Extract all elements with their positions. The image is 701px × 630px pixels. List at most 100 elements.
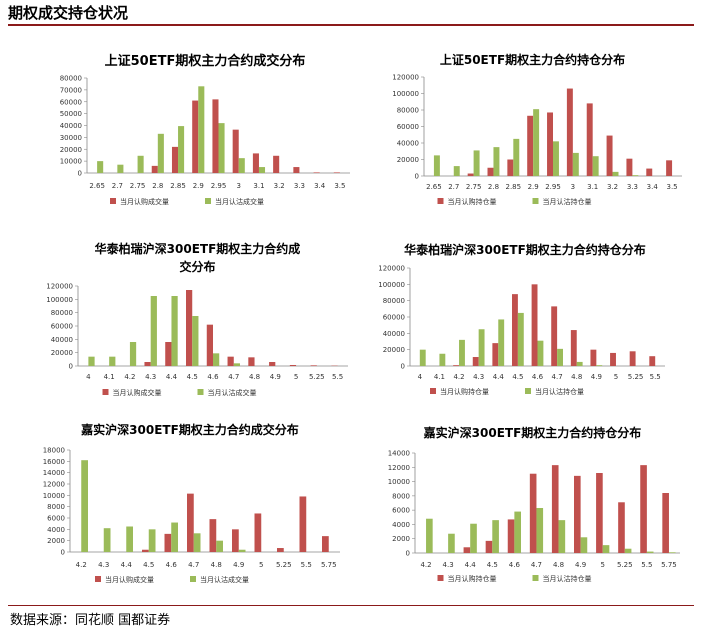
legend-swatch-put	[525, 388, 531, 394]
call-bar	[551, 306, 558, 366]
call-bar	[277, 548, 284, 552]
chart-title: 嘉实沪深300ETF期权主力合约成交分布	[80, 422, 299, 437]
call-bar	[606, 135, 613, 176]
x-tick-label: 5	[600, 561, 604, 569]
x-tick-label: 3	[571, 183, 575, 191]
call-bar	[453, 365, 460, 366]
x-tick-label: 2.65	[426, 183, 442, 191]
y-tick-label: 40000	[60, 122, 82, 130]
put-bar	[492, 520, 499, 553]
y-tick-label: 0	[78, 170, 82, 178]
put-bar	[470, 523, 477, 553]
put-bar	[218, 123, 225, 173]
put-bar	[453, 166, 460, 176]
x-tick-label: 5.5	[650, 373, 661, 381]
chart-harvest300-volume: 嘉实沪深300ETF期权主力合约成交分布 0 2000 4000 6000 8000 100…	[43, 422, 340, 584]
call-bar	[289, 365, 297, 366]
call-bar	[164, 533, 172, 552]
y-tick-label: 0	[69, 363, 73, 371]
x-tick-label: 4.5	[187, 373, 198, 381]
put-bar	[88, 356, 95, 366]
chart-title: 华泰柏瑞沪深300ETF期权主力合约成	[95, 241, 301, 256]
data-source-note: 数据来源：同花顺 国都证券	[10, 613, 171, 628]
chart-sse50-open-interest: 上证50ETF期权主力合约持仓分布 0 20000 40000 60000 80000 10…	[392, 52, 682, 206]
call-bar	[610, 352, 616, 366]
legend-label-put: 当月认沽持仓量	[543, 197, 592, 206]
call-bar	[463, 547, 471, 553]
x-tick-label: 2.95	[545, 183, 561, 191]
x-tick-label: 4.1	[434, 373, 445, 381]
y-tick-label: 120000	[378, 265, 405, 273]
x-tick-label: 4.7	[188, 561, 199, 569]
y-tick-label: 80000	[60, 75, 82, 83]
x-tick-label: 4.2	[453, 373, 464, 381]
y-tick-label: 60000	[51, 323, 73, 331]
put-bar	[572, 152, 579, 176]
call-bar	[596, 473, 603, 553]
x-tick-label: 4.3	[443, 561, 454, 569]
x-tick-label: 4.1	[104, 373, 115, 381]
x-tick-label: 3.2	[607, 183, 618, 191]
x-tick-label: 5.75	[661, 561, 677, 569]
call-bar	[507, 519, 515, 553]
put-bar	[517, 312, 524, 366]
y-tick-label: 12000	[43, 481, 65, 489]
put-bar	[193, 533, 201, 552]
put-bar	[498, 319, 505, 366]
put-bar	[178, 126, 185, 173]
call-bar	[273, 155, 280, 173]
y-tick-label: 40000	[397, 140, 419, 148]
put-bar	[157, 133, 164, 173]
call-bar	[487, 167, 494, 176]
x-tick-label: 3.2	[274, 182, 285, 190]
put-bar	[632, 175, 639, 176]
call-bar	[227, 356, 234, 366]
call-bar	[293, 167, 300, 173]
put-bar	[419, 349, 426, 366]
put-bar	[97, 161, 104, 173]
legend-label-put: 当月认沽成交量	[200, 575, 249, 584]
x-tick-label: 2.75	[466, 183, 482, 191]
x-tick-label: 4.8	[249, 373, 260, 381]
x-tick-label: 4.4	[465, 561, 477, 569]
x-tick-label: 4.6	[166, 561, 178, 569]
put-bar	[478, 329, 485, 366]
x-tick-label: 2.65	[89, 182, 105, 190]
x-tick-label: 5.25	[617, 561, 633, 569]
legend-swatch-call	[102, 389, 109, 395]
put-bar	[533, 109, 540, 176]
call-bar	[206, 324, 213, 366]
x-tick-label: 5.25	[309, 373, 325, 381]
legend-swatch-put	[532, 198, 539, 204]
put-bar	[238, 158, 245, 173]
call-bar	[626, 158, 633, 176]
legend-swatch-call	[110, 198, 116, 204]
x-tick-label: 5	[614, 373, 618, 381]
chart-sse50-volume: 上证50ETF期权主力合约成交分布 0 10000 20000 30000 40000 50…	[60, 53, 350, 206]
call-bar	[192, 100, 199, 173]
call-bar	[310, 365, 317, 366]
put-bar	[558, 520, 566, 553]
call-bar	[566, 88, 573, 176]
x-tick-label: 5.5	[332, 373, 343, 381]
legend-label-call: 当月认购成交量	[113, 388, 162, 397]
x-tick-label: 4.4	[121, 561, 133, 569]
put-bar	[668, 552, 676, 553]
legend-swatch-put	[197, 389, 204, 395]
y-tick-label: 10000	[388, 478, 410, 486]
chart-title: 华泰柏瑞沪深300ETF期权主力合约持仓分布	[404, 242, 646, 257]
y-tick-label: 6000	[47, 515, 65, 523]
call-bar	[574, 475, 581, 553]
x-tick-label: 2.7	[112, 182, 123, 190]
put-bar	[137, 155, 144, 173]
legend-label-call: 当月认购持仓量	[448, 197, 497, 206]
chart-huatai300-open-interest: 华泰柏瑞沪深300ETF期权主力合约持仓分布 0 20000 40000 60000 80…	[378, 242, 665, 396]
put-bar	[171, 522, 178, 552]
y-tick-label: 40000	[383, 330, 405, 338]
call-bar	[646, 168, 653, 176]
legend-label-put: 当月认沽成交量	[208, 388, 257, 397]
x-tick-label: 2.8	[488, 183, 499, 191]
put-bar	[433, 155, 440, 176]
chart-title: 交分布	[179, 259, 215, 274]
